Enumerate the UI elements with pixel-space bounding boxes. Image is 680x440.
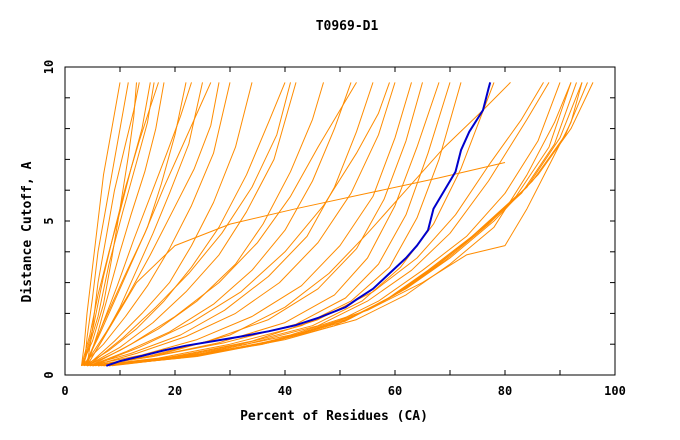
y-tick-label: 5 xyxy=(42,217,56,224)
series-line-2 xyxy=(83,82,129,366)
series-line-14 xyxy=(86,82,374,367)
series-line-40 xyxy=(92,82,390,367)
highlight-series-line xyxy=(105,82,492,367)
x-tick-label: 20 xyxy=(168,384,182,398)
y-tick-label: 0 xyxy=(42,371,56,378)
series-line-3 xyxy=(86,82,140,366)
x-tick-label: 80 xyxy=(498,384,512,398)
series-line-16 xyxy=(86,82,412,367)
series-line-39 xyxy=(90,82,357,367)
series-line-8 xyxy=(81,82,231,367)
series-line-5 xyxy=(86,82,165,366)
highlight-layer xyxy=(105,82,492,367)
series-line-15 xyxy=(92,82,396,367)
x-tick-label: 100 xyxy=(604,384,626,398)
series-line-34 xyxy=(81,82,137,367)
chart-title: T0969-D1 xyxy=(316,19,379,34)
y-axis-label: Distance Cutoff, A xyxy=(20,161,35,302)
x-axis-label: Percent of Residues (CA) xyxy=(240,409,428,424)
series-line-42 xyxy=(84,82,212,366)
series-line-22 xyxy=(97,82,550,367)
series-line-30 xyxy=(103,82,572,367)
series-line-10 xyxy=(84,82,286,367)
series-line-41 xyxy=(82,82,155,366)
series-line-28 xyxy=(111,82,594,367)
series-line-17 xyxy=(92,82,423,367)
series-line-35 xyxy=(82,82,159,366)
x-tick-label: 60 xyxy=(388,384,402,398)
series-layer xyxy=(81,82,594,367)
series-line-38 xyxy=(87,82,291,367)
series-line-1 xyxy=(81,82,121,366)
x-tick-label: 40 xyxy=(278,384,292,398)
axis-layer: 0 20 40 60 80 100 0 5 10 xyxy=(42,60,626,398)
y-tick-label: 10 xyxy=(42,60,56,74)
series-line-31 xyxy=(97,82,544,367)
series-line-9 xyxy=(86,82,253,367)
series-line-20 xyxy=(92,82,462,367)
series-line-29 xyxy=(108,82,583,367)
series-line-13 xyxy=(89,82,352,367)
x-tick-label: 0 xyxy=(61,384,68,398)
series-line-11 xyxy=(86,82,297,367)
series-line-37 xyxy=(83,82,220,367)
series-line-33 xyxy=(86,162,506,367)
